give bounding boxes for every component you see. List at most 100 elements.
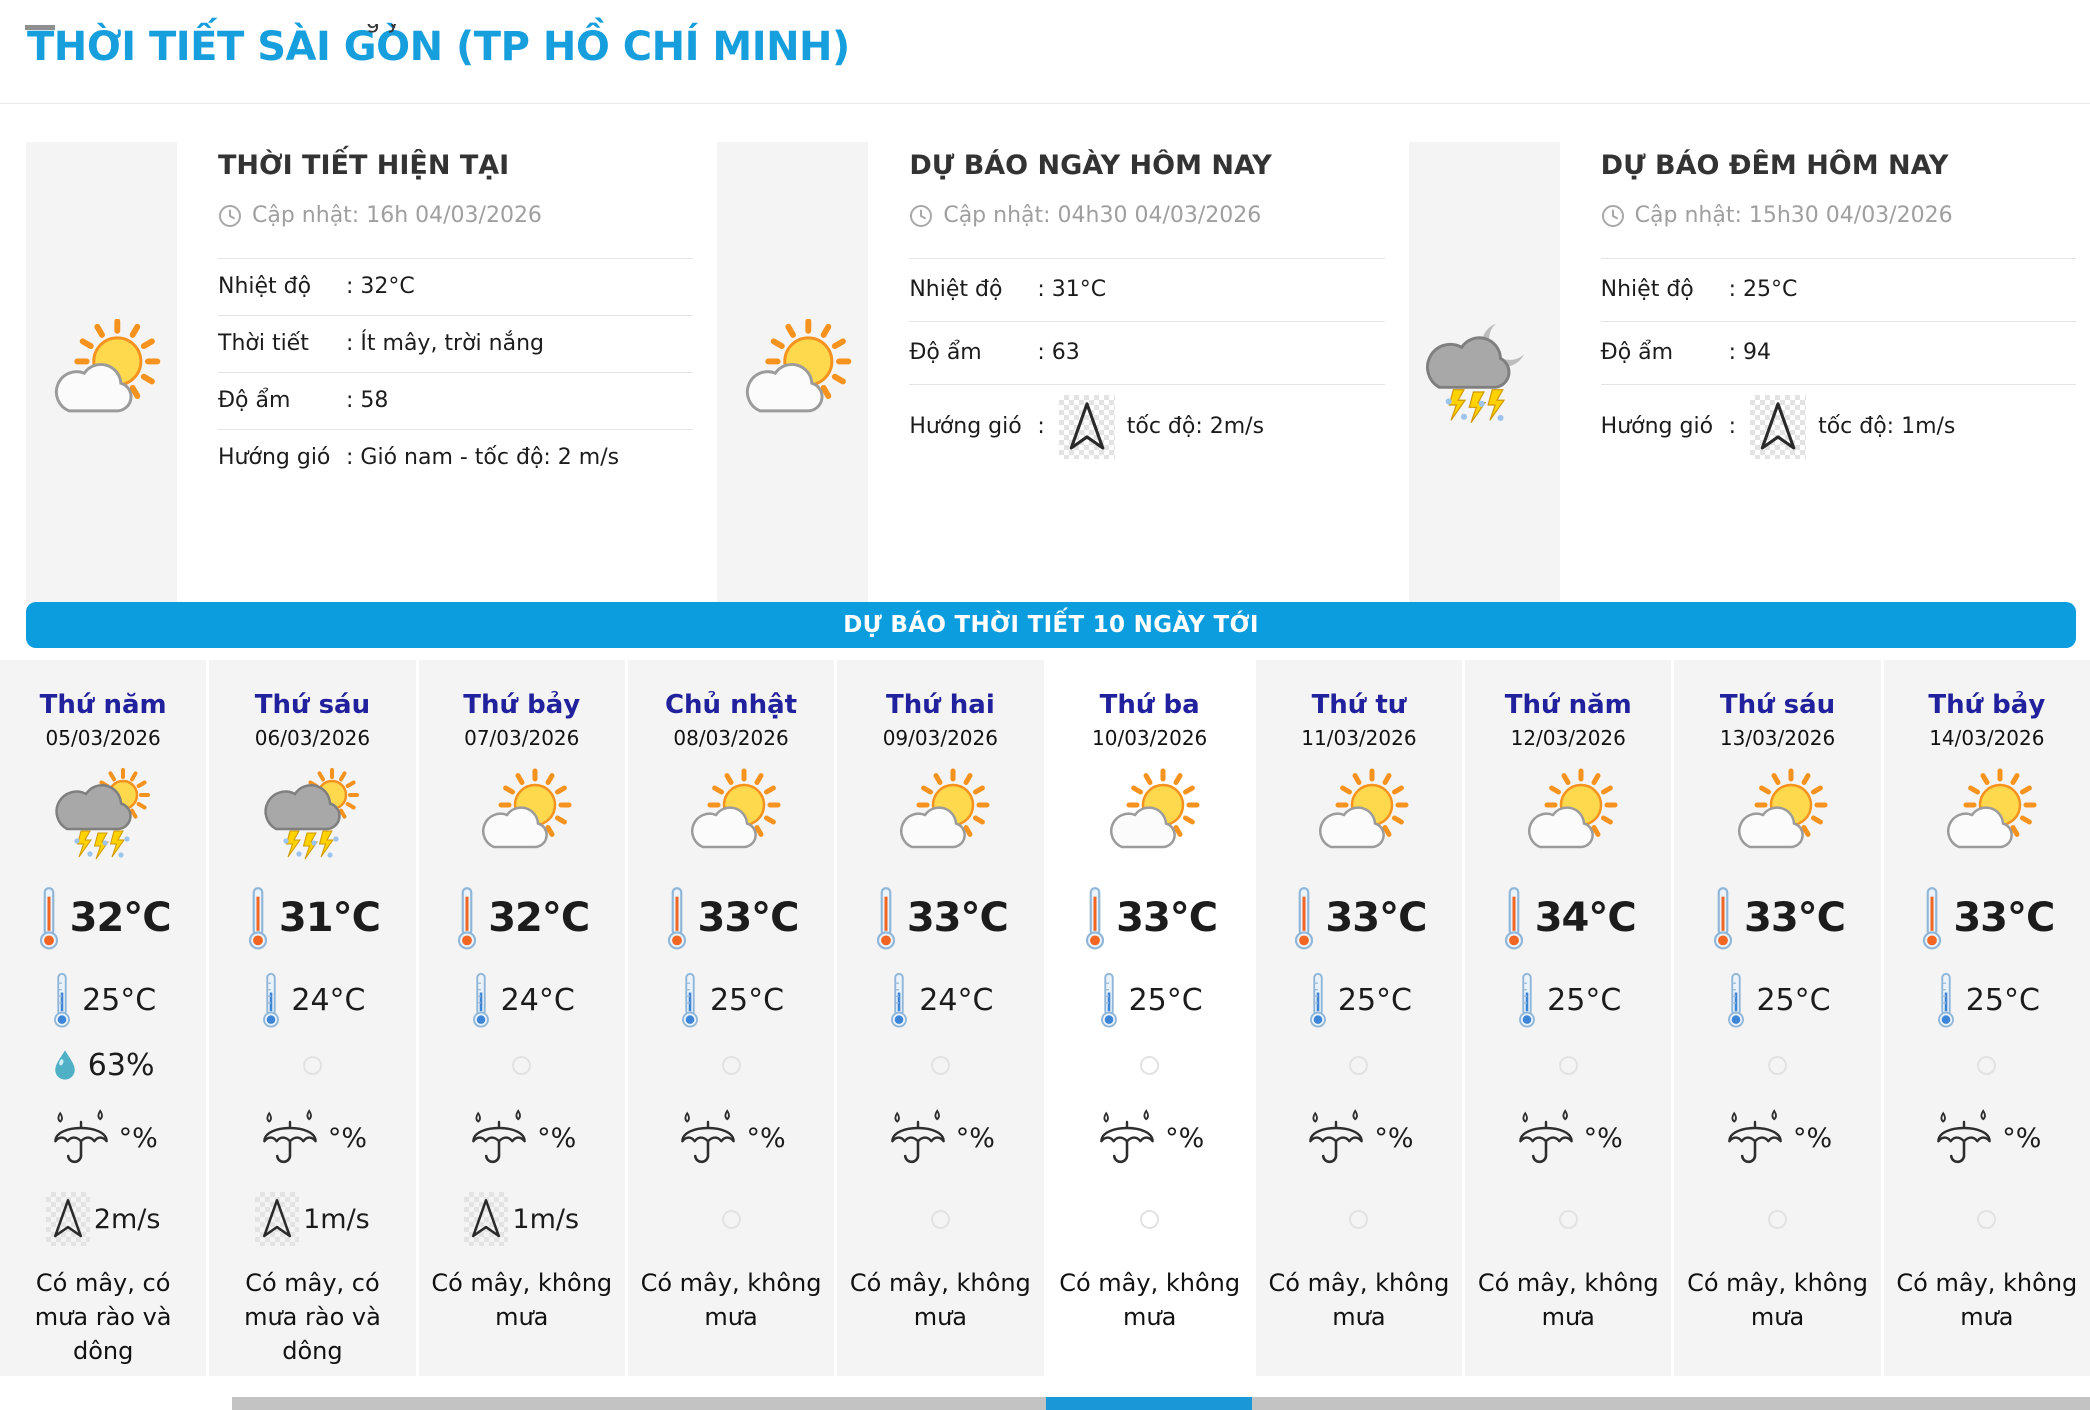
rain-probability-value: °% [118, 1122, 158, 1154]
wind-row [837, 1182, 1043, 1256]
rain-probability-value: °% [1583, 1122, 1623, 1154]
day-name: Thứ bảy [463, 690, 581, 720]
updated-text: Cập nhật: 15h30 04/03/2026 [1634, 203, 1953, 228]
rain-probability-row: °% [419, 1094, 625, 1182]
high-temp-row: 32°C [0, 872, 206, 964]
empty-value-placeholder [1768, 1209, 1788, 1229]
weather-row: Hướng gió : Gió nam - tốc độ: 2 m/s [218, 429, 694, 486]
umbrella-icon [886, 1109, 950, 1167]
day-name: Thứ tư [1311, 690, 1407, 720]
day-description: Có mây, không mưa [1896, 1269, 2078, 1332]
day-date: 08/03/2026 [673, 726, 789, 750]
high-temp-row: 32°C [419, 872, 625, 964]
thermometer-high-icon [664, 886, 690, 950]
umbrella-icon [676, 1109, 740, 1167]
low-temp-row: 25°C [1465, 964, 1671, 1036]
low-temp-row: 25°C [1256, 964, 1462, 1036]
horizontal-scrollbar[interactable] [232, 1397, 2090, 1410]
high-temp: 31°C [278, 895, 381, 941]
weather-row: Nhiệt độ : 31°C [909, 258, 1385, 321]
day-date: 12/03/2026 [1510, 726, 1626, 750]
empty-value-placeholder [1558, 1055, 1578, 1075]
thermometer-low-icon [1097, 972, 1121, 1028]
forecast-day-column[interactable]: Thứ hai 09/03/2026 33°C 24°C °% [837, 660, 1044, 1376]
thermometer-low-icon [50, 972, 74, 1028]
thermometer-low-icon [469, 972, 493, 1028]
thermometer-high-icon [873, 886, 899, 950]
day-name: Thứ năm [1504, 690, 1632, 720]
thermometer-high-icon [1291, 886, 1317, 950]
day-date: 05/03/2026 [45, 726, 161, 750]
empty-value-placeholder [930, 1209, 950, 1229]
high-temp-row: 31°C [209, 872, 415, 964]
rain-probability-row: °% [1884, 1094, 2090, 1182]
wind-row [628, 1182, 834, 1256]
rain-probability-value: °% [1792, 1122, 1833, 1154]
low-temp: 25°C [1128, 982, 1203, 1018]
forecast-day-column[interactable]: Thứ năm 05/03/2026 32°C 25°C 63% °% 2m/s [0, 660, 207, 1376]
forecast-day-column[interactable]: Chủ nhật 08/03/2026 33°C 25°C °% [627, 660, 835, 1376]
wind-direction-row: Hướng gió : tốc độ: 1m/s [1600, 384, 2076, 469]
low-temp: 25°C [1965, 982, 2040, 1018]
day-date: 11/03/2026 [1301, 726, 1417, 750]
low-temp: 25°C [82, 982, 157, 1018]
forecast-day-column[interactable]: Thứ tư 11/03/2026 33°C 25°C °% [1255, 660, 1463, 1376]
rain-probability-row: °% [1256, 1094, 1462, 1182]
wind-arrow-icon [469, 1197, 503, 1241]
high-temp-row: 34°C [1465, 872, 1671, 964]
humidity-row [1674, 1036, 1880, 1094]
day-description: Có mây, không mưa [1268, 1269, 1450, 1332]
empty-value-placeholder [1977, 1055, 1997, 1075]
day-weather-icon [1256, 756, 1462, 872]
umbrella-icon [1932, 1109, 1996, 1167]
high-temp: 34°C [1534, 895, 1637, 941]
forecast-day-column[interactable]: Thứ sáu 13/03/2026 33°C 25°C °% [1674, 660, 1881, 1376]
forecast-day-column[interactable]: Thứ bảy 14/03/2026 33°C 25°C °% [1883, 660, 2090, 1376]
day-description: Có mây, không mưa [1477, 1269, 1659, 1332]
weather-row: Nhiệt độ : 25°C [1600, 258, 2076, 321]
wind-row: 2m/s [0, 1182, 206, 1256]
rain-probability-row: °% [837, 1094, 1043, 1182]
forecast-day-column[interactable]: Thứ ba 10/03/2026 33°C 25°C °% [1046, 660, 1253, 1376]
panel-today-forecast: DỰ BÁO NGÀY HÔM NAY Cập nhật: 04h30 04/0… [717, 142, 1385, 602]
low-temp-row: 25°C [1674, 964, 1880, 1036]
weather-row: Độ ẩm : 94 [1600, 321, 2076, 384]
summary-panels: THỜI TIẾT HIỆN TẠI Cập nhật: 16h 04/03/2… [26, 142, 2076, 602]
wind-direction-row: Hướng gió : tốc độ: 2m/s [909, 384, 1385, 469]
wind-direction-icon [1750, 395, 1807, 460]
humidity-row [837, 1036, 1043, 1094]
low-temp-row: 25°C [0, 964, 206, 1036]
scrollbar-thumb[interactable] [1046, 1397, 1252, 1410]
day-name: Thứ sáu [254, 690, 371, 720]
day-weather-icon [1465, 756, 1671, 872]
umbrella-icon [1095, 1109, 1159, 1167]
low-temp-row: 24°C [837, 964, 1043, 1036]
forecast-day-column[interactable]: Thứ năm 12/03/2026 34°C 25°C °% [1465, 660, 1672, 1376]
low-temp-row: 25°C [1884, 964, 2090, 1036]
thermometer-high-icon [245, 886, 271, 950]
rain-probability-row: °% [209, 1094, 415, 1182]
water-drop-icon [52, 1048, 78, 1082]
weather-icon [890, 768, 990, 860]
high-temp: 32°C [488, 895, 590, 941]
low-temp-row: 25°C [1047, 964, 1253, 1036]
empty-value-placeholder [721, 1055, 741, 1075]
thermometer-low-icon [887, 972, 911, 1028]
day-weather-icon [0, 756, 206, 872]
rain-probability-value: °% [327, 1122, 368, 1154]
weather-row: Độ ẩm : 58 [218, 372, 694, 429]
day-date: 07/03/2026 [464, 726, 580, 750]
humidity-row [419, 1036, 625, 1094]
wind-arrow-icon [1066, 400, 1108, 454]
umbrella-icon [1304, 1109, 1368, 1167]
rain-probability-value: °% [1374, 1122, 1414, 1154]
empty-value-placeholder [302, 1055, 322, 1075]
forecast-day-column[interactable]: Thứ bảy 07/03/2026 32°C 24°C °% 1m/s [418, 660, 625, 1376]
forecast-day-column[interactable]: Thứ sáu 06/03/2026 31°C 24°C °% 1m/s [209, 660, 416, 1376]
weather-row: Độ ẩm : 63 [909, 321, 1385, 384]
umbrella-icon [467, 1109, 531, 1167]
ten-day-forecast-banner: DỰ BÁO THỜI TIẾT 10 NGÀY TỚI [26, 602, 2076, 648]
weather-icon [1100, 768, 1200, 860]
empty-value-placeholder [1140, 1055, 1160, 1075]
wind-direction-icon [255, 1192, 300, 1246]
